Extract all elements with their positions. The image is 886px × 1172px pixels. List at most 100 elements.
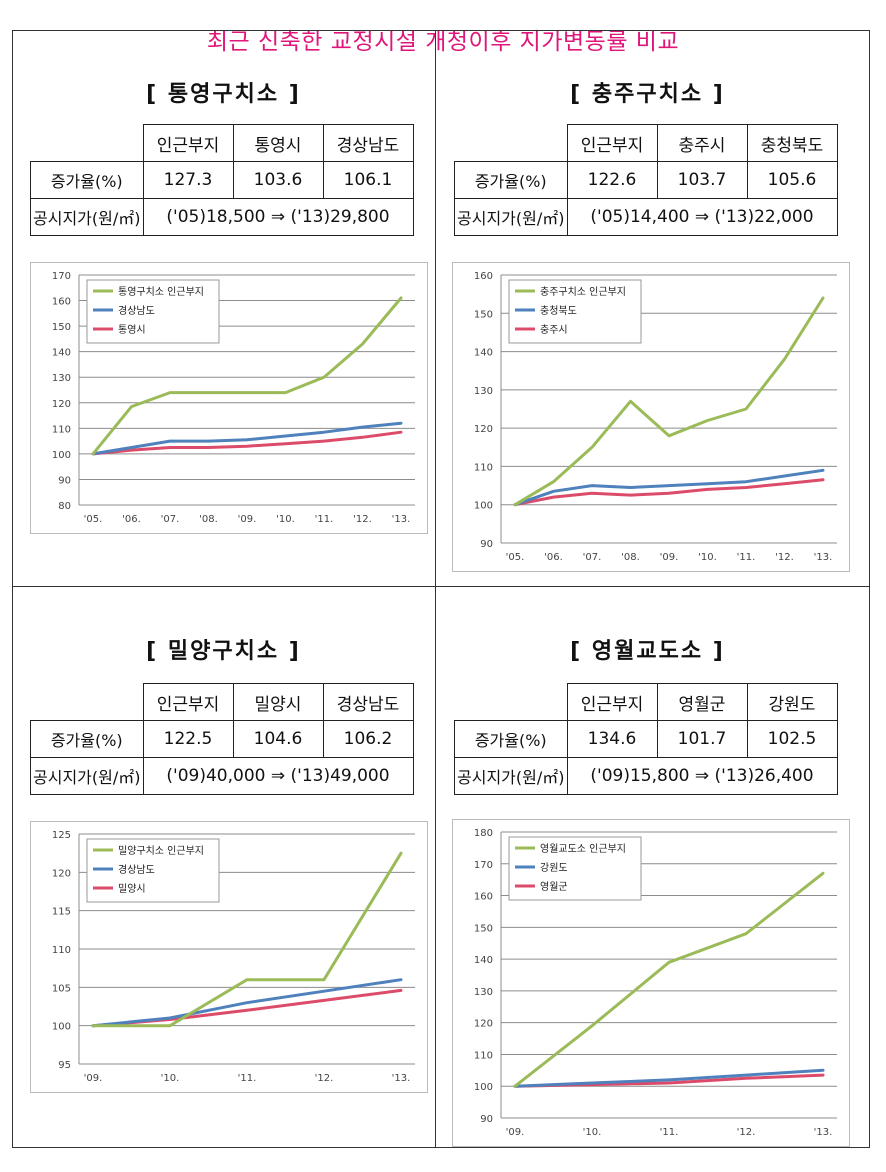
header-nearby: 인근부지 — [566, 683, 658, 721]
panel-miryang: [ 밀양구치소 ] 인근부지 밀양시 경상남도 증가율(%) 122.5 104… — [12, 587, 435, 1143]
rate-nearby: 122.5 — [142, 720, 234, 758]
header-city: 밀양시 — [232, 683, 324, 721]
rate-city: 103.7 — [656, 161, 748, 199]
y-tick-label: 180 — [474, 828, 493, 839]
x-tick-label: '10. — [583, 1127, 602, 1138]
outer-frame — [12, 30, 870, 1148]
rate-label: 증가율(%) — [30, 720, 144, 758]
x-tick-label: '07. — [583, 552, 602, 563]
table-corner — [454, 683, 568, 721]
panel-title: [ 충주구치소 ] — [570, 82, 725, 107]
panel-title: [ 영월교도소 ] — [570, 639, 725, 664]
x-tick-label: '12. — [315, 1073, 334, 1084]
y-tick-label: 140 — [52, 348, 71, 359]
x-tick-label: '12. — [737, 1127, 756, 1138]
price-label: 공시지가(원/㎡) — [454, 757, 568, 795]
x-tick-label: '12. — [353, 514, 372, 525]
legend-label: 경상남도 — [118, 863, 155, 876]
legend-label: 영월군 — [540, 881, 568, 893]
panel-title: [ 밀양구치소 ] — [146, 639, 301, 664]
line-chart-svg: 90 100 110 120 130 140 150 160 '05. '06. '07. '08. '… — [474, 271, 837, 563]
panel-chungju: [ 충주구치소 ] 인근부지 충주시 충청북도 증가율(%) 122.6 103… — [436, 30, 859, 586]
series-line — [513, 478, 825, 507]
y-tick-label: 100 — [52, 1022, 71, 1033]
y-tick-label: 160 — [474, 271, 493, 282]
x-tick-label: '09. — [84, 1073, 103, 1084]
y-tick-label: 90 — [58, 475, 71, 486]
rate-nearby: 127.3 — [142, 161, 234, 199]
rate-city: 104.6 — [232, 720, 324, 758]
x-tick-label: '11. — [315, 514, 334, 525]
legend-label: 강원도 — [540, 862, 568, 874]
y-tick-label: 115 — [52, 907, 71, 918]
x-tick-label: '13. — [392, 1073, 411, 1084]
rate-nearby: 134.6 — [566, 720, 658, 758]
y-tick-label: 140 — [474, 955, 493, 966]
rate-label: 증가율(%) — [454, 720, 568, 758]
price-value: ('09)40,000 ⇒ ('13)49,000 — [142, 757, 414, 795]
line-chart: 90 100 110 120 130 140 150 160 170 180 '09. '10. '11… — [452, 819, 850, 1147]
x-tick-label: '11. — [660, 1127, 679, 1138]
horizontal-divider — [12, 586, 870, 587]
y-tick-label: 140 — [474, 348, 493, 359]
rate-label: 증가율(%) — [454, 161, 568, 199]
price-label: 공시지가(원/㎡) — [454, 198, 568, 236]
x-tick-label: '06. — [544, 552, 563, 563]
x-tick-label: '10. — [161, 1073, 180, 1084]
series-line — [513, 296, 825, 507]
x-tick-label: '09. — [238, 514, 257, 525]
info-table: 인근부지 영월군 강원도 증가율(%) 134.6 101.7 102.5 공시… — [454, 683, 838, 795]
y-tick-label: 110 — [52, 424, 71, 435]
x-tick-label: '09. — [506, 1127, 525, 1138]
y-tick-label: 120 — [474, 1019, 493, 1030]
price-value: ('05)14,400 ⇒ ('13)22,000 — [566, 198, 838, 236]
table-corner — [30, 124, 144, 162]
header-province: 경상남도 — [322, 124, 414, 162]
series-line — [91, 296, 403, 456]
rate-province: 106.1 — [322, 161, 414, 199]
y-tick-label: 100 — [474, 501, 493, 512]
y-tick-label: 110 — [52, 945, 71, 956]
x-tick-label: '07. — [161, 514, 180, 525]
y-tick-label: 150 — [52, 322, 71, 333]
y-tick-label: 105 — [52, 983, 71, 994]
y-tick-label: 160 — [474, 892, 493, 903]
rate-city: 103.6 — [232, 161, 324, 199]
price-value: ('09)15,800 ⇒ ('13)26,400 — [566, 757, 838, 795]
rate-label: 증가율(%) — [30, 161, 144, 199]
y-tick-label: 150 — [474, 923, 493, 934]
info-table: 인근부지 밀양시 경상남도 증가율(%) 122.5 104.6 106.2 공… — [30, 683, 414, 795]
x-tick-label: '08. — [621, 552, 640, 563]
y-tick-label: 130 — [52, 373, 71, 384]
line-chart: 90 100 110 120 130 140 150 160 '05. '06. '07. '08. '… — [452, 262, 850, 572]
legend-label: 충주구치소 인근부지 — [540, 286, 626, 298]
line-chart: 80 90 100 110 120 130 140 150 160 170 '05. '06. '07.… — [30, 262, 428, 534]
header-province: 경상남도 — [322, 683, 414, 721]
series-line — [91, 430, 403, 456]
series-line — [91, 851, 403, 1028]
series-line — [513, 871, 825, 1088]
series-line — [91, 978, 403, 1028]
y-tick-label: 130 — [474, 987, 493, 998]
y-tick-label: 170 — [52, 271, 71, 282]
rate-province: 106.2 — [322, 720, 414, 758]
info-table: 인근부지 통영시 경상남도 증가율(%) 127.3 103.6 106.1 공… — [30, 124, 414, 236]
y-tick-label: 90 — [480, 539, 493, 550]
rate-province: 105.6 — [746, 161, 838, 199]
x-tick-label: '12. — [775, 552, 794, 563]
series-line — [513, 468, 825, 507]
x-tick-label: '06. — [122, 514, 141, 525]
line-chart-svg: 95 100 105 110 115 120 125 '09. '10. '11. '12. '13.… — [52, 830, 415, 1084]
price-label: 공시지가(원/㎡) — [30, 757, 144, 795]
y-tick-label: 95 — [58, 1060, 71, 1071]
y-tick-label: 150 — [474, 309, 493, 320]
series-line — [513, 1068, 825, 1088]
header-city: 통영시 — [232, 124, 324, 162]
table-corner — [30, 683, 144, 721]
header-city: 충주시 — [656, 124, 748, 162]
y-tick-label: 110 — [474, 462, 493, 473]
x-tick-label: '05. — [506, 552, 525, 563]
x-tick-label: '13. — [392, 514, 411, 525]
x-tick-label: '13. — [814, 1127, 833, 1138]
y-tick-label: 100 — [474, 1082, 493, 1093]
